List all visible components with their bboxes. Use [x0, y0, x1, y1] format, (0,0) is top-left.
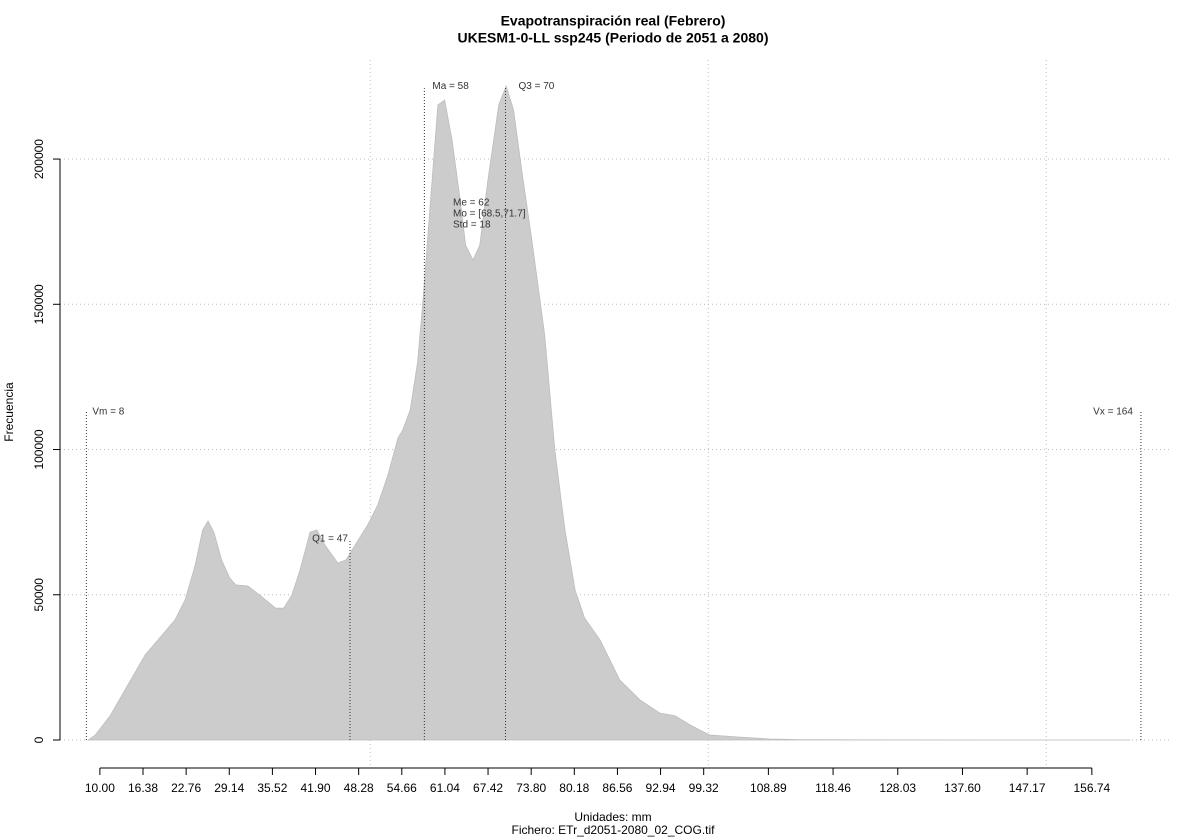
x-tick-label: 118.46	[815, 781, 851, 795]
stat-label: Mo = [68.5,71.7]	[453, 209, 526, 220]
y-tick-label: 200000	[32, 139, 46, 179]
y-axis-label: Frecuencia	[2, 382, 16, 442]
density-area	[87, 84, 1131, 741]
x-tick-label: 61.04	[430, 781, 460, 795]
x-tick-label: 73.80	[516, 781, 546, 795]
x-tick-label: 16.38	[128, 781, 158, 795]
x-tick-label: 54.66	[387, 781, 417, 795]
x-tick-label: 156.74	[1074, 781, 1111, 795]
x-tick-label: 108.89	[750, 781, 787, 795]
y-tick-label: 50000	[32, 578, 46, 612]
x-tick-label: 137.60	[944, 781, 981, 795]
x-tick-label: 41.90	[301, 781, 331, 795]
annotation-label: Q3 = 70	[518, 81, 554, 92]
annotation-label: Q1 = 47	[312, 534, 348, 545]
x-tick-label: 92.94	[646, 781, 676, 795]
x-tick-label: 29.14	[214, 781, 244, 795]
annotation-label: Ma = 58	[432, 81, 469, 92]
x-tick-label: 10.00	[85, 781, 115, 795]
annotation-label: Vx = 164	[1093, 407, 1133, 418]
stat-label: Me = 62	[453, 198, 490, 209]
chart-title: Evapotranspiración real (Febrero)	[501, 13, 726, 29]
chart-subtitle: UKESM1-0-LL ssp245 (Periodo de 2051 a 20…	[458, 30, 769, 46]
x-tick-label: 147.17	[1009, 781, 1046, 795]
stat-label: Std = 18	[453, 220, 491, 231]
x-tick-label: 128.03	[879, 781, 916, 795]
x-tick-label: 35.52	[257, 781, 287, 795]
x-tick-label: 99.32	[689, 781, 719, 795]
y-tick-label: 100000	[32, 429, 46, 469]
x-tick-label: 86.56	[602, 781, 632, 795]
x-tick-label: 67.42	[473, 781, 503, 795]
y-tick-label: 0	[32, 736, 46, 743]
x-tick-label: 22.76	[171, 781, 201, 795]
x-tick-label: 48.28	[344, 781, 374, 795]
caption: Fichero: ETr_d2051-2080_02_COG.tif	[512, 823, 716, 837]
x-axis-label: Unidades: mm	[574, 810, 651, 824]
y-tick-label: 150000	[32, 284, 46, 324]
annotation-label: Vm = 8	[92, 407, 124, 418]
x-tick-label: 80.18	[559, 781, 589, 795]
